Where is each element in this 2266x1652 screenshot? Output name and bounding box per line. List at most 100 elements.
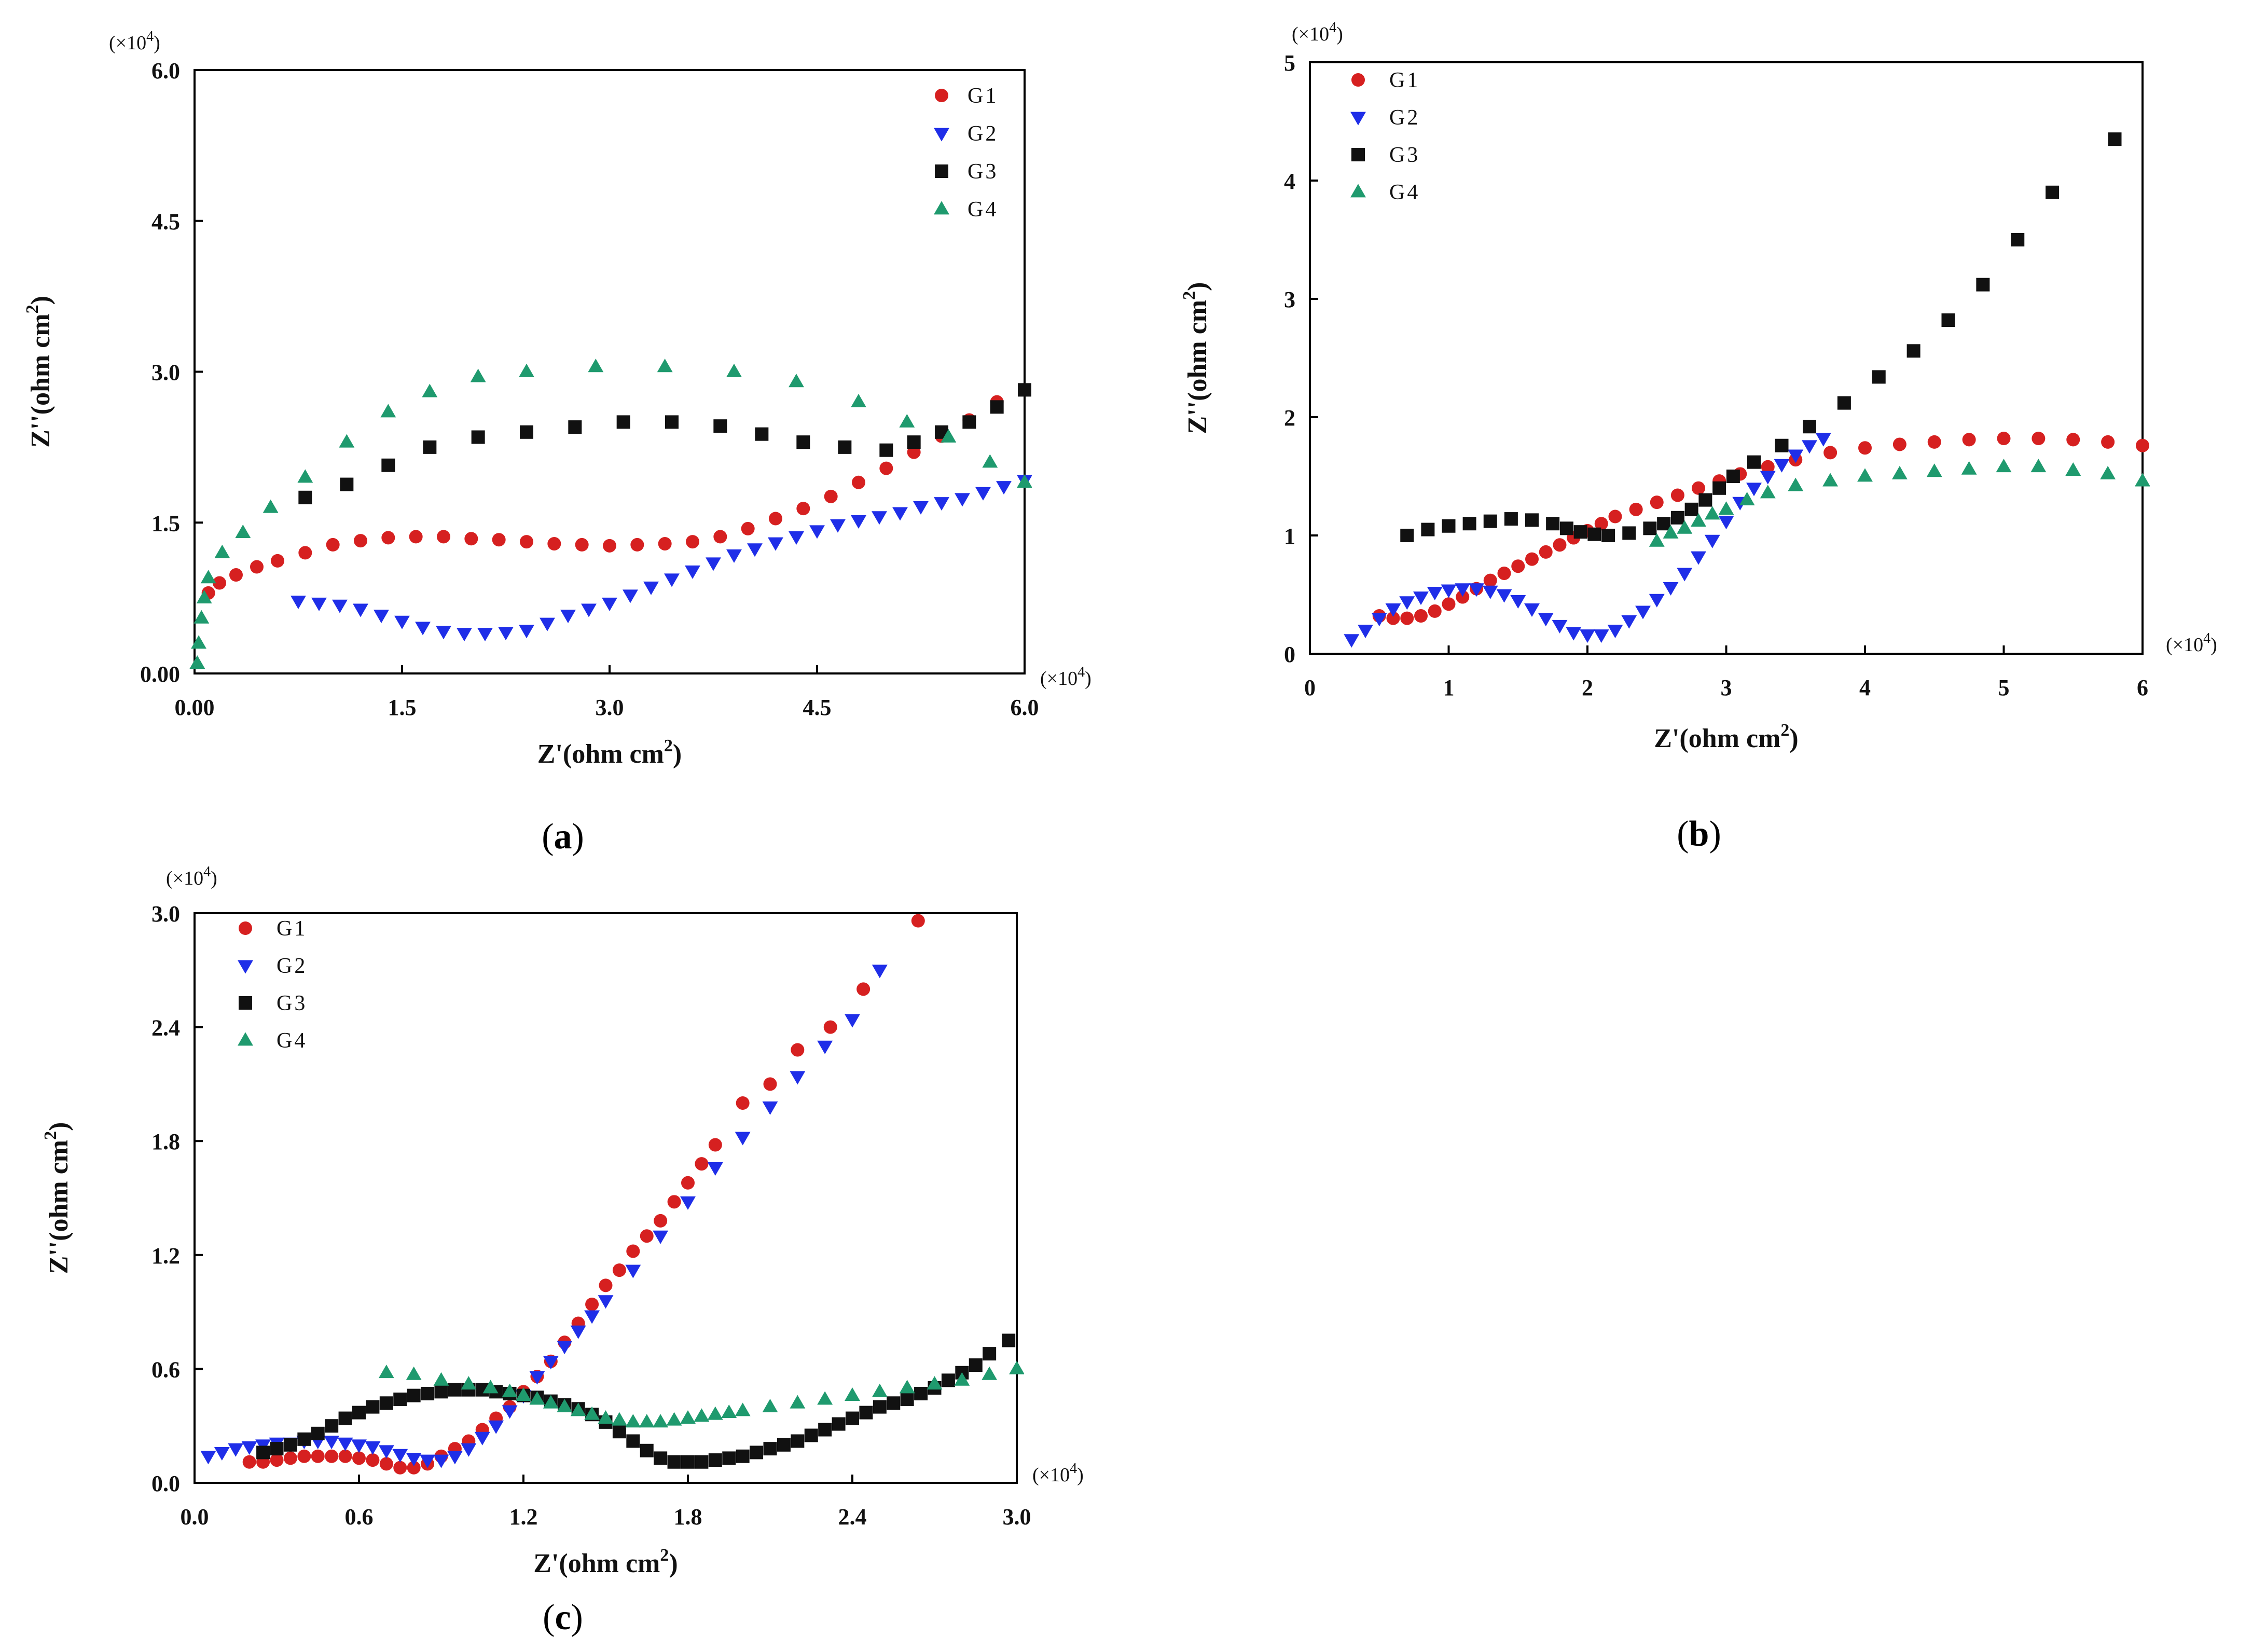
series-b-G4 — [1649, 459, 2150, 547]
point-c-G4-29 — [927, 1376, 943, 1390]
series-b-G2 — [1344, 433, 1831, 648]
point-a-G1-4 — [271, 554, 284, 568]
point-a-G2-12 — [540, 617, 555, 631]
point-c-G2-1 — [214, 1447, 230, 1461]
x-axis-label-close-c: ) — [669, 1549, 678, 1578]
point-a-G1-19 — [686, 535, 699, 549]
point-c-G3-14 — [448, 1383, 462, 1397]
point-c-G4-32 — [1009, 1360, 1024, 1374]
point-c-G3-53 — [983, 1347, 997, 1361]
point-c-G3-31 — [681, 1455, 695, 1469]
point-b-G3-17 — [1698, 493, 1712, 507]
x-tick-label-c-5: 3.0 — [1003, 1504, 1031, 1530]
point-c-G1-37 — [791, 1043, 805, 1057]
point-c-G1-31 — [667, 1195, 681, 1209]
point-c-G2-16 — [420, 1454, 436, 1468]
legend-label-c-G3: G3 — [277, 992, 307, 1015]
point-a-G1-11 — [464, 532, 478, 546]
point-c-G3-35 — [736, 1449, 750, 1463]
x-axis-label-c: Z'(ohm cm2) — [533, 1546, 678, 1578]
point-c-G2-20 — [474, 1431, 490, 1446]
point-a-G2-33 — [975, 487, 991, 501]
point-c-G4-5 — [502, 1383, 518, 1397]
point-a-G3-16 — [962, 415, 976, 429]
point-a-G2-22 — [747, 543, 763, 557]
point-a-G3-10 — [755, 427, 769, 441]
point-b-G3-20 — [1747, 455, 1761, 469]
y-tick-label-a-4: 6.0 — [151, 58, 180, 84]
point-b-G1-31 — [1997, 432, 2011, 446]
point-b-G4-15 — [2030, 459, 2047, 473]
point-c-G2-39 — [872, 965, 888, 979]
x-axis-label-text-a: Z'(ohm cm — [537, 739, 664, 769]
point-c-G2-17 — [433, 1454, 449, 1468]
legend-marker-c-G1 — [239, 921, 252, 935]
point-b-G3-6 — [1525, 513, 1539, 527]
series-b-G3 — [1400, 132, 2122, 542]
y-multiplier-sup-c: 4 — [203, 864, 211, 880]
x-multiplier-sup-a: 4 — [1077, 664, 1085, 680]
point-c-G3-30 — [667, 1455, 681, 1469]
point-b-G1-29 — [1927, 435, 1941, 449]
point-b-G3-15 — [1670, 511, 1684, 525]
point-c-G3-33 — [708, 1453, 722, 1467]
point-a-G2-14 — [581, 603, 597, 617]
legend-marker-c-G4 — [238, 1032, 253, 1046]
point-a-G2-27 — [851, 515, 866, 529]
point-b-G4-7 — [1760, 485, 1776, 499]
point-c-G1-6 — [325, 1449, 339, 1463]
point-c-G3-40 — [804, 1428, 818, 1442]
point-c-G3-11 — [407, 1388, 421, 1402]
point-a-G1-6 — [326, 538, 340, 552]
y-tick-label-b-2: 2 — [1284, 405, 1295, 431]
point-a-G4-20 — [941, 429, 957, 443]
x-tick-label-b-4: 4 — [1859, 675, 1871, 700]
point-a-G2-11 — [519, 625, 534, 639]
point-c-G4-4 — [482, 1380, 499, 1394]
point-a-G4-1 — [191, 635, 206, 649]
point-a-G2-28 — [872, 511, 887, 525]
point-c-G2-29 — [598, 1295, 614, 1309]
x-multiplier-sup-c: 4 — [1070, 1461, 1077, 1477]
point-c-G3-47 — [900, 1392, 914, 1406]
point-a-G2-10 — [498, 627, 514, 641]
x-multiplier-close-a: ) — [1085, 668, 1091, 690]
point-b-G3-5 — [1504, 512, 1518, 526]
point-b-G2-30 — [1760, 471, 1776, 485]
point-a-G4-18 — [851, 394, 866, 408]
legend-marker-b-G2 — [1350, 112, 1366, 126]
point-b-G4-12 — [1926, 463, 1942, 477]
point-b-G2-26 — [1704, 534, 1720, 548]
point-b-G2-24 — [1677, 568, 1693, 582]
point-c-G4-3 — [461, 1376, 477, 1390]
point-b-G2-27 — [1718, 516, 1734, 530]
point-a-G4-6 — [235, 525, 251, 539]
y-axis-label-c: Z''(ohm cm2) — [41, 1122, 74, 1274]
point-b-G2-2 — [1371, 613, 1387, 627]
point-b-G1-12 — [1539, 545, 1553, 559]
point-a-G3-6 — [568, 420, 582, 434]
point-b-G3-28 — [2011, 233, 2025, 246]
point-c-G4-25 — [817, 1391, 833, 1405]
y-axis-label-close-a: ) — [26, 296, 56, 305]
point-c-G1-28 — [626, 1244, 640, 1258]
y-axis-label-text-a: Z''(ohm cm — [26, 313, 56, 448]
y-multiplier-b: (×104) — [1292, 20, 1343, 45]
legend-label-a-G4: G4 — [968, 198, 998, 222]
point-a-G2-18 — [664, 573, 680, 587]
point-a-G4-3 — [196, 590, 212, 604]
x-multiplier-text-a: (×10 — [1040, 668, 1077, 690]
panel-label-close-c: ) — [571, 1598, 583, 1637]
point-a-G3-4 — [471, 430, 485, 444]
panel-label-b: (b) — [1677, 814, 1721, 854]
point-c-G4-2 — [433, 1372, 449, 1386]
point-a-G2-6 — [415, 622, 431, 636]
legend-label-c-G1: G1 — [277, 917, 307, 941]
point-c-G1-11 — [393, 1461, 407, 1475]
point-a-G4-5 — [214, 544, 230, 558]
point-c-G3-29 — [654, 1451, 668, 1465]
point-b-G3-18 — [1712, 481, 1726, 495]
point-a-G1-7 — [354, 534, 367, 548]
point-a-G2-25 — [809, 525, 825, 539]
